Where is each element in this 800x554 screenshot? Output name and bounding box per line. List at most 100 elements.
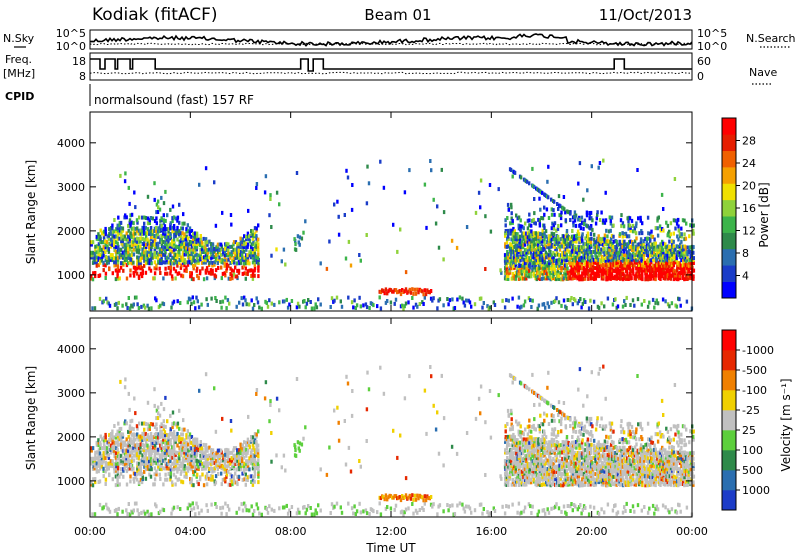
velocity-cell	[169, 471, 173, 476]
velocity-cell	[199, 459, 202, 463]
power-cell	[594, 247, 597, 252]
power-cell	[151, 234, 154, 239]
power-cell	[562, 195, 566, 199]
power-cell	[159, 271, 162, 275]
power-cell	[532, 271, 535, 276]
power-cell	[523, 239, 526, 244]
power-cell	[543, 226, 546, 231]
power-cell	[523, 261, 527, 266]
velocity-cell	[120, 445, 123, 450]
power-cell	[615, 261, 618, 266]
power-cell	[645, 263, 648, 268]
power-cell	[127, 185, 130, 190]
power-cell	[108, 303, 112, 308]
velocity-cell	[180, 432, 183, 437]
velocity-cell	[94, 450, 97, 455]
power-cell	[158, 229, 162, 233]
velocity-cell	[257, 472, 260, 477]
power-cell	[522, 303, 526, 308]
nsky-label: N.Sky	[3, 32, 35, 45]
power-cell	[141, 225, 144, 230]
power-cell	[530, 274, 533, 279]
power-cell	[570, 265, 573, 270]
velocity-cell	[190, 477, 193, 482]
power-cell	[649, 250, 653, 255]
power-cell	[206, 258, 209, 263]
power-cell	[564, 255, 568, 259]
power-cell	[137, 274, 141, 279]
power-cell	[189, 297, 192, 302]
power-cell	[153, 250, 157, 255]
power-cell	[120, 229, 123, 234]
power-cell	[134, 244, 137, 249]
power-cell	[227, 250, 230, 255]
power-cell	[520, 263, 524, 268]
velocity-cell	[273, 508, 276, 513]
power-cell	[623, 245, 626, 249]
power-cell	[230, 250, 233, 255]
velocity-cell	[114, 461, 118, 466]
power-cell	[592, 257, 596, 262]
velocity-cell	[207, 476, 211, 481]
velocity-cell	[117, 461, 120, 466]
velocity-cell	[132, 458, 136, 463]
power-cell	[115, 252, 118, 257]
power-cell	[130, 240, 134, 245]
power-cell	[513, 233, 516, 238]
power-cell	[585, 244, 589, 249]
power-cell	[149, 226, 153, 230]
power-cell	[172, 228, 176, 233]
power-cell	[199, 250, 202, 255]
power-cell	[553, 221, 557, 226]
power-cell	[595, 244, 599, 249]
power-cell	[603, 246, 606, 251]
power-cell	[90, 253, 93, 258]
power-cell	[615, 248, 618, 253]
power-cell	[108, 227, 111, 232]
velocity-cell	[95, 440, 98, 445]
power-cell	[549, 277, 552, 282]
velocity-cell	[421, 506, 424, 511]
power-cell	[383, 291, 386, 296]
power-cell	[678, 297, 681, 302]
velocity-cell	[109, 435, 112, 440]
power-cell	[223, 271, 226, 276]
power-cell	[692, 250, 695, 255]
power-cell	[549, 253, 552, 258]
power-cell	[430, 168, 433, 173]
power-cell	[600, 237, 603, 242]
power-cell	[575, 239, 578, 244]
velocity-cell	[129, 459, 132, 464]
power-cell	[538, 255, 542, 260]
power-cell	[540, 231, 543, 236]
power-cell	[442, 257, 445, 262]
power-cell	[577, 268, 581, 273]
power-cell	[609, 248, 613, 252]
power-cell	[302, 230, 305, 235]
velocity-cell	[176, 466, 179, 471]
velocity-cell	[150, 451, 153, 455]
velocity-cell	[623, 505, 626, 510]
velocity-cell	[102, 440, 106, 445]
power-cell	[114, 229, 118, 234]
velocity-cell	[411, 502, 414, 506]
velocity-cell	[134, 453, 137, 458]
velocity-cell	[248, 440, 251, 445]
power-cell	[546, 179, 549, 184]
velocity-cell	[223, 456, 227, 460]
power-cell	[253, 303, 256, 307]
velocity-cell	[180, 461, 183, 466]
velocity-cell	[379, 365, 382, 370]
power-cell	[179, 242, 182, 247]
power-cell	[181, 226, 184, 231]
velocity-cell	[257, 458, 260, 463]
power-cell	[671, 257, 674, 262]
velocity-cell	[253, 432, 257, 437]
power-cell	[193, 245, 197, 250]
power-cell	[146, 227, 150, 232]
power-cell	[230, 253, 234, 258]
velocity-cell	[477, 396, 481, 401]
velocity-cell	[236, 458, 239, 463]
power-cell	[505, 240, 509, 245]
power-cell	[609, 268, 612, 273]
